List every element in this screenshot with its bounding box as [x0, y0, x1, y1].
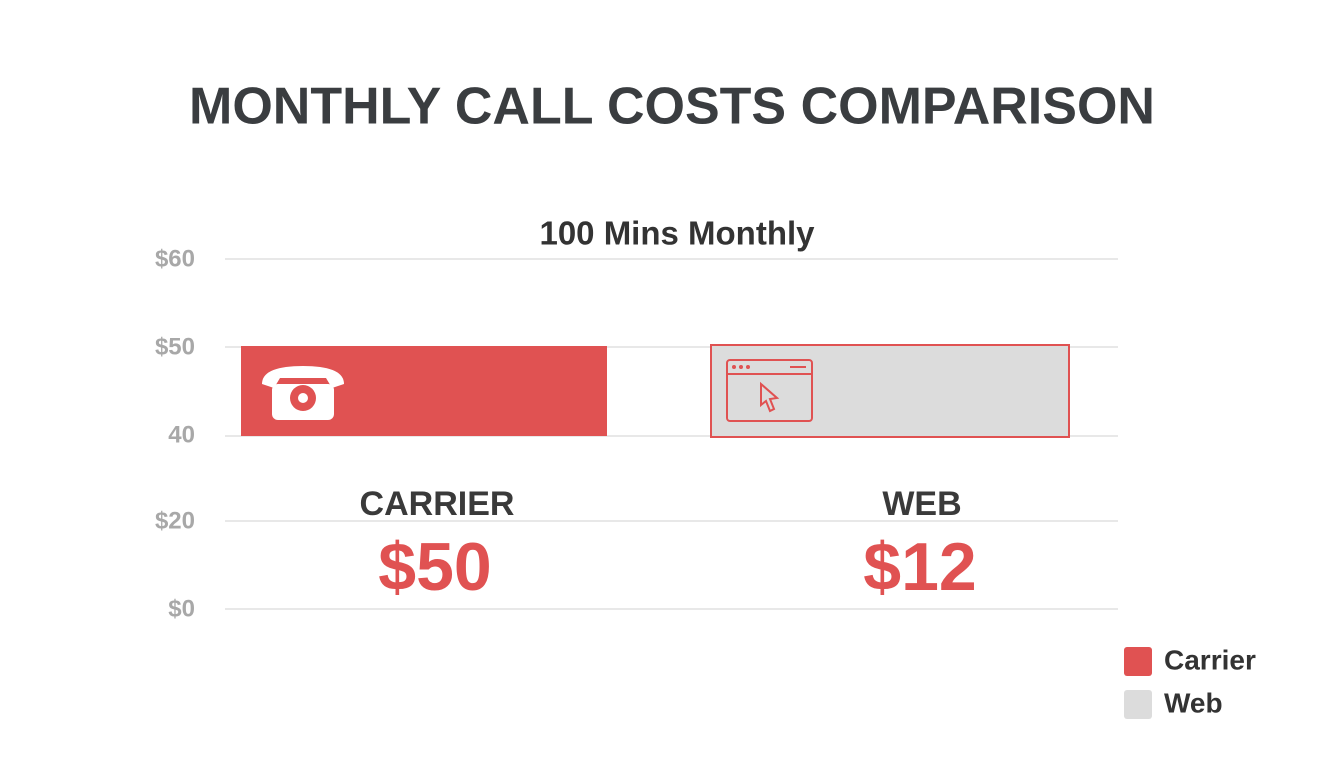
axis: $60 $50 40 $20 $0	[155, 245, 195, 622]
axis-label: $20	[155, 507, 195, 534]
panel-value: $12	[863, 529, 976, 605]
axis-label: 40	[168, 421, 195, 448]
axis-label: $60	[155, 245, 195, 272]
legend-label: Carrier	[1164, 644, 1256, 675]
panel-name: CARRIER	[360, 485, 515, 523]
panel-name: WEB	[882, 485, 961, 523]
browser-icon	[726, 359, 813, 422]
legend-swatch	[1124, 690, 1152, 719]
axis-label: $50	[155, 333, 195, 360]
panel-value: $50	[378, 529, 491, 605]
legend-swatch	[1124, 647, 1152, 676]
browser-dots	[732, 365, 750, 369]
legend: Carrier Web	[1124, 644, 1256, 719]
subtitle: 100 Mins Monthly	[539, 215, 815, 252]
legend-label: Web	[1164, 687, 1223, 718]
title: MONTHLY CALL COSTS COMPARISON	[189, 78, 1155, 136]
phone-icon	[262, 366, 344, 420]
axis-label: $0	[168, 595, 195, 622]
web-bar	[710, 344, 1070, 438]
